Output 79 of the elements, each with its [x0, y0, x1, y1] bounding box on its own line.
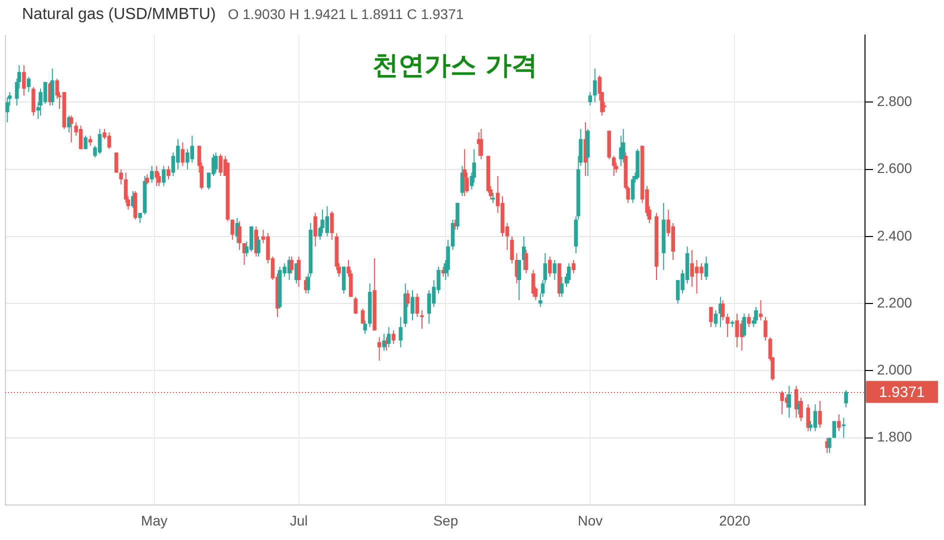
- candlestick: [714, 310, 718, 328]
- candlestick: [145, 174, 150, 185]
- candlestick: [754, 306, 758, 324]
- candlestick: [828, 437, 832, 454]
- candlestick: [787, 385, 792, 418]
- candlestick: [230, 219, 234, 240]
- candlestick: [386, 326, 391, 348]
- candlestick: [398, 316, 403, 348]
- candlestick: [214, 152, 218, 174]
- candlestick: [593, 68, 597, 103]
- candlestick: [415, 293, 420, 318]
- candlestick: [410, 290, 414, 321]
- candlestick: [709, 306, 713, 328]
- candlestick: [154, 165, 159, 187]
- candlestick: [290, 256, 294, 274]
- x-tick-label: May: [141, 512, 168, 528]
- candlestick: [462, 148, 467, 197]
- candlestick: [377, 336, 382, 362]
- y-tick-label: 2.400: [877, 227, 912, 244]
- candlestick: [479, 128, 484, 160]
- text: 천연가스 가격: [371, 50, 539, 83]
- chart-subtitle: Natural gas (USD/MMBTU): [22, 6, 216, 23]
- candlestick: [726, 313, 730, 338]
- candlestick: [354, 296, 358, 314]
- text: O 1.9030 H 1.9421 L 1.8911 C 1.9371: [228, 6, 464, 22]
- candlestick: [420, 310, 424, 330]
- candlestick: [764, 316, 768, 341]
- y-tick-label: 2.600: [877, 160, 912, 176]
- candlestick: [296, 256, 301, 288]
- ref-line-label: 1.9371: [879, 384, 925, 401]
- candlestick: [180, 142, 185, 166]
- x-tick-label: Nov: [578, 512, 603, 528]
- candlestick: [548, 256, 552, 278]
- candlestick: [742, 313, 746, 338]
- candlestick: [524, 249, 528, 274]
- candlestick: [517, 259, 521, 301]
- candlestick: [26, 76, 31, 93]
- candlestick: [166, 165, 170, 180]
- x-tick-label: Jul: [290, 512, 308, 528]
- candlestick: [22, 64, 26, 96]
- candlestick: [630, 176, 635, 204]
- candlestick: [363, 320, 368, 334]
- candlestick: [114, 152, 118, 174]
- candlestick: [780, 390, 784, 415]
- candlestick: [249, 226, 254, 252]
- y-tick-label: 2.000: [877, 362, 912, 378]
- candlestick: [720, 300, 725, 321]
- candlestick: [342, 266, 346, 294]
- candlestick: [119, 168, 123, 185]
- y-tick-label: 2.800: [877, 93, 912, 109]
- candlestick: [844, 390, 848, 408]
- candlestick: [238, 220, 242, 250]
- candlestick: [818, 400, 822, 428]
- candlestick: [566, 262, 571, 284]
- candlestick: [406, 290, 410, 308]
- candlestick: [612, 155, 616, 176]
- x-tick-label: 2020: [719, 512, 750, 528]
- candlestick: [572, 259, 576, 274]
- candlestick: [747, 313, 751, 328]
- candlestick: [446, 239, 450, 278]
- candlestick: [84, 135, 88, 150]
- candlestick: [392, 330, 396, 344]
- candlestick: [758, 300, 763, 321]
- candlestick: [832, 420, 836, 438]
- candlestick: [150, 165, 154, 184]
- y-tick-label: 1.800: [877, 428, 912, 445]
- candlestick: [330, 210, 334, 240]
- x-tick-label: Sep: [433, 512, 458, 528]
- candlestick: [256, 236, 260, 258]
- candlestick: [510, 236, 514, 264]
- candlestick: [552, 259, 557, 281]
- candlestick: [88, 135, 92, 146]
- y-tick-label: 2.200: [877, 294, 912, 310]
- candlestick: [806, 404, 810, 432]
- candlestick: [837, 414, 841, 432]
- candlestick: [491, 192, 495, 204]
- candlestick: [560, 276, 564, 298]
- candlestick: [32, 86, 36, 116]
- candlestick: [313, 212, 318, 247]
